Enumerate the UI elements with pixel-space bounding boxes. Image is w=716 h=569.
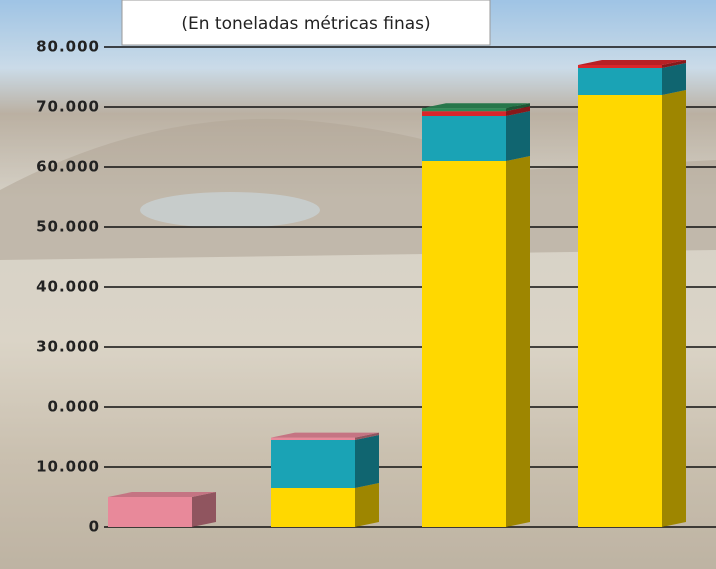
y-tick-label: 50.000 xyxy=(36,218,100,236)
bar-segment xyxy=(578,68,662,95)
bar-top xyxy=(578,60,686,65)
subtitle: (En toneladas métricas finas) xyxy=(181,14,430,34)
bar-side xyxy=(662,60,686,68)
bar-side xyxy=(355,432,379,440)
bar-top xyxy=(271,432,379,438)
bar-side xyxy=(662,63,686,95)
bar-segment xyxy=(578,65,662,68)
bar-side xyxy=(355,435,379,488)
bar-segment xyxy=(271,437,355,440)
subtitle-box xyxy=(121,0,491,46)
bar-top xyxy=(422,103,530,109)
y-tick-label: 60.000 xyxy=(36,158,100,176)
bar-side xyxy=(506,106,530,116)
bar-side xyxy=(355,483,379,527)
bar-side xyxy=(506,103,530,112)
y-tick-label: 0.000 xyxy=(48,398,100,416)
pit xyxy=(140,192,320,228)
bar-segment xyxy=(422,108,506,112)
y-tick-label: 10.000 xyxy=(36,458,100,476)
y-tick-label: 80.000 xyxy=(36,38,100,56)
bar-segment xyxy=(578,95,662,527)
y-tick-label: 40.000 xyxy=(36,278,100,296)
bar-side xyxy=(506,156,530,527)
bar-segment xyxy=(108,497,192,527)
bar-side xyxy=(662,90,686,527)
bar-segment xyxy=(271,440,355,488)
bar-segment xyxy=(271,488,355,527)
y-tick-label: 30.000 xyxy=(36,338,100,356)
y-tick-label: 0 xyxy=(89,518,100,536)
bar-segment xyxy=(422,111,506,116)
bar-side xyxy=(506,111,530,161)
bar-segment xyxy=(422,116,506,161)
bar-top xyxy=(108,492,216,497)
bar-side xyxy=(192,492,216,527)
y-tick-label: 70.000 xyxy=(36,98,100,116)
bar-segment xyxy=(422,161,506,527)
